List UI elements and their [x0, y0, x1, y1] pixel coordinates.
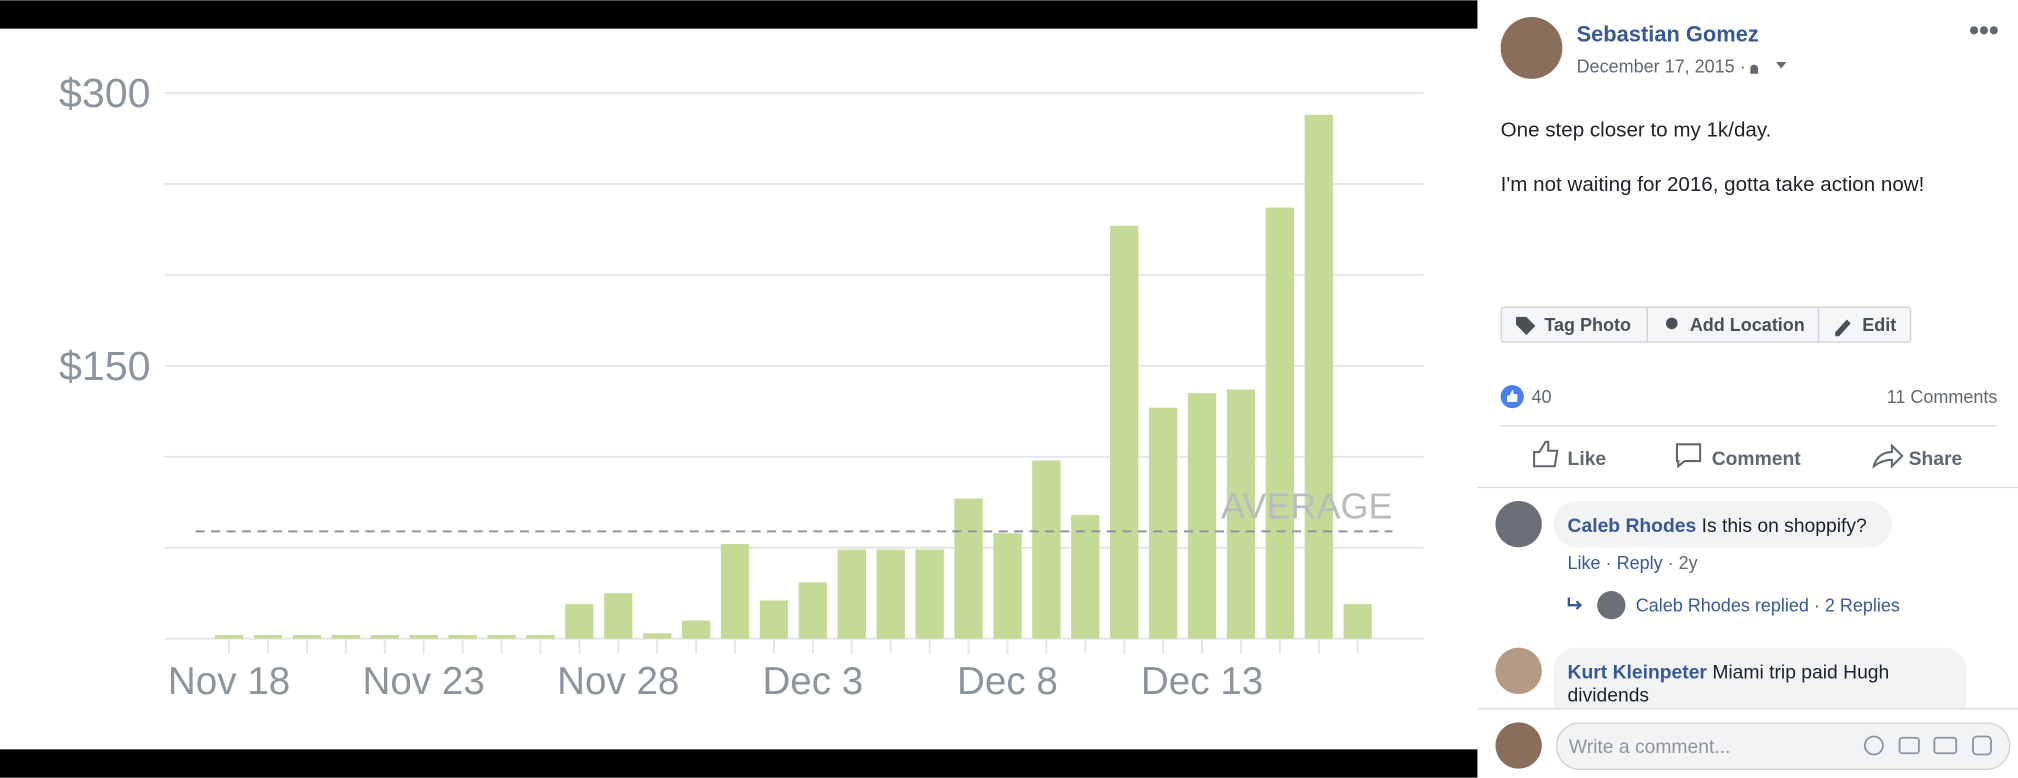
like-icon — [1533, 440, 1559, 468]
bar — [720, 544, 750, 639]
bar — [487, 635, 516, 639]
bar — [1187, 393, 1217, 639]
bar — [993, 533, 1022, 639]
bar — [604, 593, 633, 639]
bar — [759, 600, 789, 639]
x-tick-label: Nov 23 — [363, 660, 485, 703]
avatar[interactable] — [1495, 647, 1542, 695]
date[interactable]: December 17, 2015 · — [1577, 56, 1746, 76]
edit[interactable]: Edit — [1862, 315, 1896, 335]
comment-icon — [1675, 443, 1702, 469]
x-tick-label: Dec 13 — [1141, 660, 1263, 703]
avatar[interactable] — [1500, 17, 1563, 79]
letterbox — [0, 0, 1478, 29]
photo — [0, 0, 1477, 777]
comment-bubble — [1553, 500, 1892, 548]
comment: dividends — [1568, 686, 1650, 707]
bar — [1265, 207, 1295, 639]
avatar[interactable] — [1495, 500, 1542, 548]
comment-button[interactable]: Comment — [1712, 449, 1802, 470]
tag-icon — [1516, 316, 1536, 335]
edit-icon — [1835, 319, 1851, 337]
location-icon — [1666, 317, 1678, 330]
y-tick-label: $300 — [59, 70, 151, 116]
input-icons — [1863, 735, 1992, 756]
bar — [1148, 407, 1178, 639]
bar — [1110, 225, 1139, 639]
placeholder: Write a comment... — [1569, 737, 1731, 758]
letterbox — [0, 749, 1478, 778]
bar — [681, 620, 711, 639]
bar — [876, 549, 905, 639]
bar — [837, 549, 866, 639]
bar — [448, 635, 477, 639]
x-tick-label: Dec 8 — [957, 660, 1058, 703]
audience-icon[interactable] — [1750, 62, 1787, 74]
post-text: One step closer to my 1k/day. — [1501, 119, 1772, 142]
bar — [915, 549, 944, 639]
comments-count[interactable]: 11 Comments — [1887, 387, 1998, 407]
bar — [1071, 514, 1100, 639]
replies[interactable]: Caleb Rhodes replied · 2 Replies — [1636, 596, 1900, 616]
bar — [1226, 389, 1256, 639]
bar — [1304, 114, 1333, 639]
comment-bubble — [1553, 647, 1967, 725]
comment: Kurt Kleinpeter Miami trip paid Hugh — [1568, 663, 1890, 684]
share-icon — [1872, 443, 1904, 469]
bar — [253, 635, 283, 639]
avatar — [1495, 722, 1542, 769]
bar — [643, 633, 672, 639]
reaction-count[interactable]: 40 — [1532, 387, 1552, 407]
bar — [1032, 460, 1061, 639]
bar — [370, 635, 399, 639]
like-button[interactable]: Like — [1568, 449, 1607, 470]
bar — [798, 582, 828, 639]
more[interactable]: ••• — [1969, 14, 1999, 46]
x-tick-label: Nov 28 — [557, 660, 679, 703]
add-location[interactable]: Add Location — [1690, 315, 1805, 335]
x-tick-label: Dec 3 — [762, 660, 863, 703]
average-label: AVERAGE — [1221, 485, 1392, 526]
bar — [409, 635, 438, 639]
comment-input[interactable] — [1555, 722, 2011, 770]
author[interactable]: Sebastian Gomez — [1577, 22, 1759, 47]
x-tick-label: Nov 18 — [168, 660, 290, 703]
comment: Caleb Rhodes Is this on shoppify? — [1568, 516, 1868, 537]
bar — [292, 635, 322, 639]
bar — [214, 635, 244, 639]
comment-meta: Like · Reply · 2y — [1568, 553, 1698, 573]
photo-actions — [1500, 306, 1912, 343]
bar — [1343, 604, 1372, 639]
share-button[interactable]: Share — [1909, 449, 1963, 470]
bar — [565, 604, 594, 639]
avatar — [1597, 591, 1626, 620]
bar — [331, 635, 360, 639]
bar — [954, 498, 983, 639]
y-tick-label: $150 — [59, 343, 151, 389]
bar — [526, 635, 555, 639]
tag-photo[interactable]: Tag Photo — [1544, 315, 1631, 335]
post-text: I'm not waiting for 2016, gotta take act… — [1501, 173, 1925, 196]
chart: $150 $300 Nov 18 Nov 23 Nov 28 Dec 3 Dec 8 Dec … — [59, 70, 1424, 703]
